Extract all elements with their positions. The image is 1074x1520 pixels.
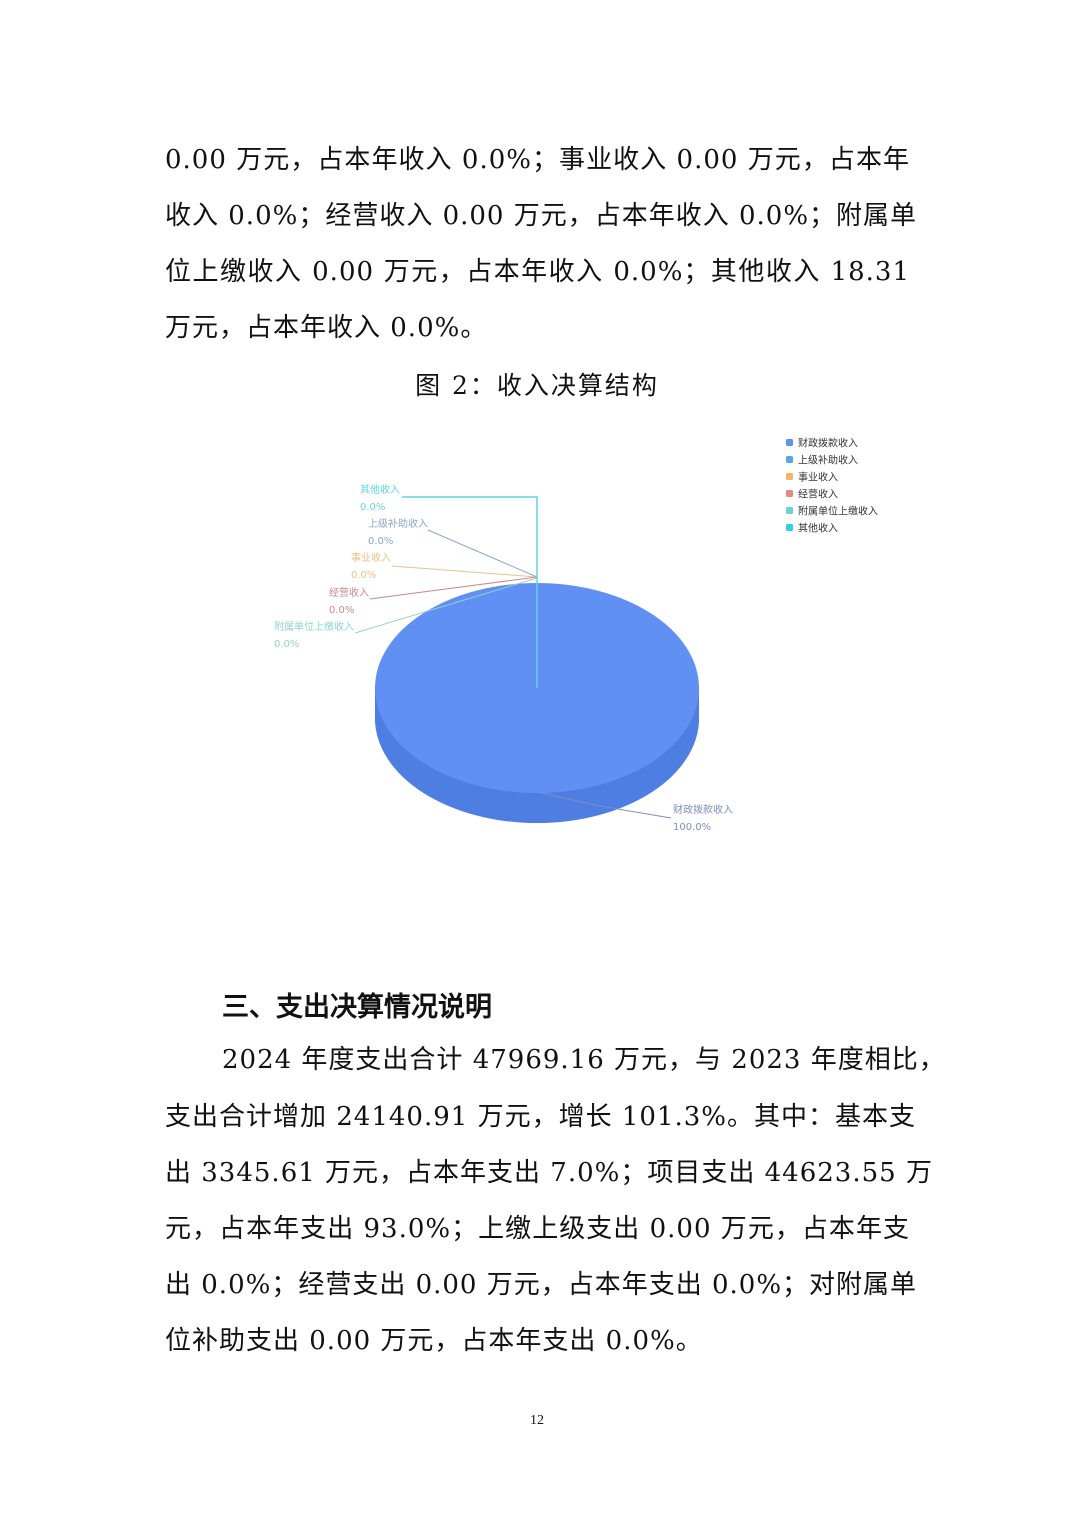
legend-item-label: 其他收入	[798, 522, 838, 535]
legend-swatch	[786, 524, 793, 531]
slice-percent-label: 0.0%	[329, 605, 354, 616]
slice-label: 事业收入	[351, 551, 391, 564]
text-line: 支出合计增加 24140.91 万元，增长 101.3%。其中：基本支	[165, 1102, 916, 1132]
leader-line	[536, 791, 672, 819]
slice-label: 财政拨款收入	[673, 803, 733, 816]
slice-percent-label: 100.0%	[673, 822, 711, 833]
legend-swatch	[786, 456, 793, 463]
section-heading: 三、支出决算情况说明	[222, 992, 492, 1023]
legend-item-label: 附属单位上缴收入	[798, 505, 878, 518]
slice-percent-label: 0.0%	[351, 570, 376, 581]
legend-item-label: 财政拨款收入	[798, 437, 858, 450]
legend-item-label: 经营收入	[798, 488, 838, 501]
legend-swatch	[786, 473, 793, 480]
text-line: 出 0.0%；经营支出 0.00 万元，占本年支出 0.0%；对附属单	[165, 1270, 918, 1300]
legend-item-label: 事业收入	[798, 471, 838, 484]
legend-swatch	[786, 490, 793, 497]
legend-item-label: 上级补助收入	[798, 454, 858, 467]
income-structure-pie-chart: 财政拨款收入 100.0% 上级补助收入 0.0% 事业收入 0.0% 经营收入 0.0% 附属…	[274, 437, 878, 834]
legend-swatch	[786, 439, 793, 446]
slice-percent-label: 0.0%	[368, 536, 393, 547]
text-line: 万元，占本年收入 0.0%。	[165, 313, 488, 343]
text-line: 2024 年度支出合计 47969.16 万元，与 2023 年度相比，	[222, 1045, 946, 1075]
leader-line	[427, 529, 538, 578]
slice-label: 其他收入	[360, 483, 400, 496]
slice-label: 上级补助收入	[368, 517, 428, 530]
slice-percent-label: 0.0%	[274, 639, 299, 650]
page-number: 12	[530, 1413, 544, 1428]
leader-line	[354, 577, 538, 634]
leader-line	[391, 565, 538, 578]
legend-swatch	[786, 507, 793, 514]
text-line: 位补助支出 0.00 万元，占本年支出 0.0%。	[165, 1326, 703, 1356]
text-line: 0.00 万元，占本年收入 0.0%；事业收入 0.00 万元，占本年	[165, 145, 910, 175]
text-line: 元，占本年支出 93.0%；上缴上级支出 0.00 万元，占本年支	[165, 1214, 910, 1244]
slice-label: 附属单位上缴收入	[274, 620, 354, 633]
slice-label: 经营收入	[329, 586, 369, 599]
text-line: 出 3345.61 万元，占本年支出 7.0%；项目支出 44623.55 万	[165, 1158, 933, 1188]
text-line: 位上缴收入 0.00 万元，占本年收入 0.0%；其他收入 18.31	[165, 257, 910, 287]
slice-percent-label: 0.0%	[360, 502, 385, 513]
figure-caption: 图 2：收入决算结构	[415, 371, 659, 400]
text-line: 收入 0.0%；经营收入 0.00 万元，占本年收入 0.0%；附属单	[165, 201, 918, 231]
leader-line	[402, 496, 538, 688]
leader-line	[369, 576, 538, 600]
